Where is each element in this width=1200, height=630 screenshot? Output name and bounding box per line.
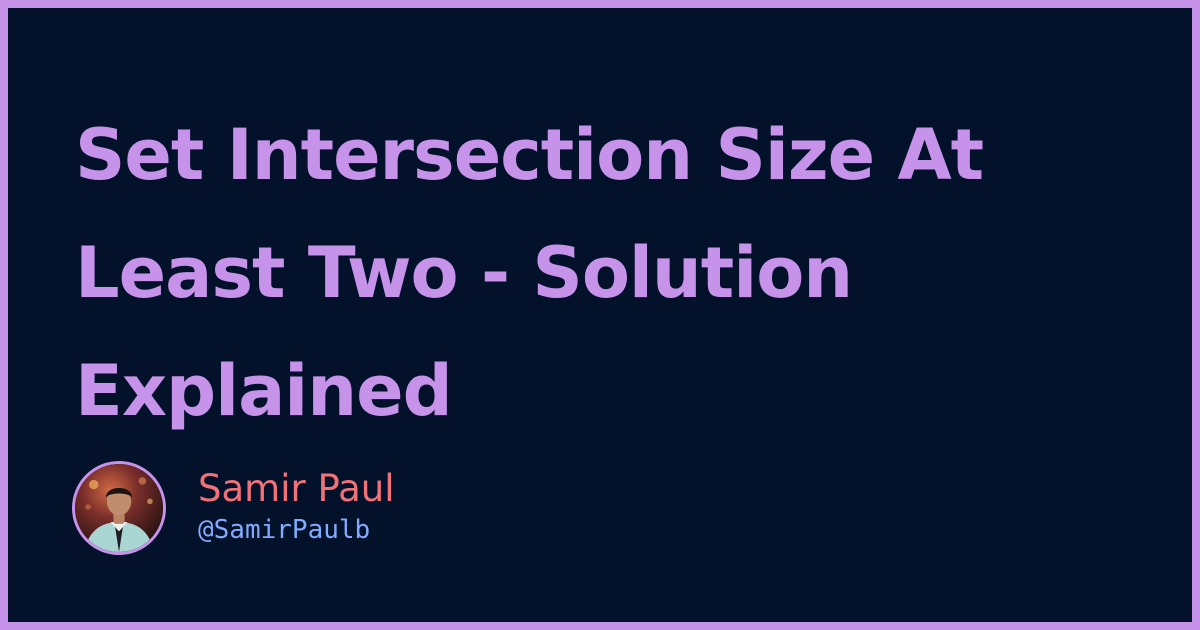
author-handle: @SamirPaulb xyxy=(198,515,371,545)
social-card: Set Intersection Size At Least Two - Sol… xyxy=(8,8,1192,622)
author-photo xyxy=(75,464,163,552)
author-name: Samir Paul xyxy=(198,467,395,510)
author-text: Samir Paul @SamirPaulb xyxy=(198,467,395,549)
author-block: Samir Paul @SamirPaulb xyxy=(72,460,395,556)
avatar xyxy=(72,461,166,555)
post-title: Set Intersection Size At Least Two - Sol… xyxy=(75,114,984,432)
